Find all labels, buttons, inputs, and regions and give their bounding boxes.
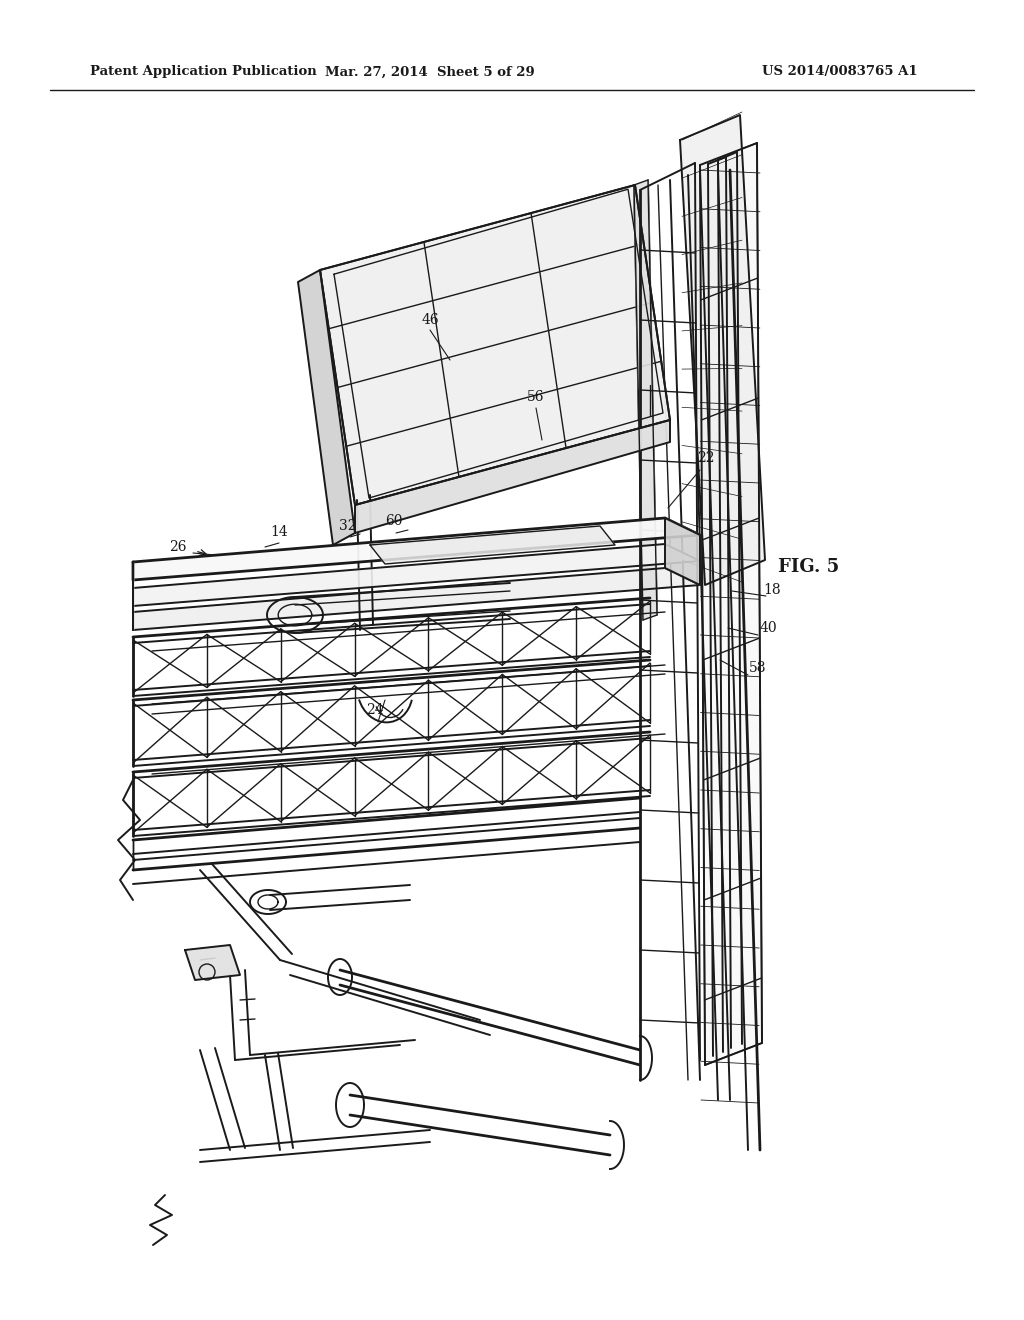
Polygon shape	[133, 568, 700, 630]
Polygon shape	[634, 180, 657, 620]
Polygon shape	[298, 271, 355, 545]
Text: 32: 32	[339, 519, 356, 533]
Polygon shape	[665, 517, 700, 585]
Polygon shape	[319, 185, 670, 506]
Text: 18: 18	[763, 583, 781, 597]
Text: 14: 14	[270, 525, 288, 539]
Polygon shape	[680, 115, 765, 585]
Polygon shape	[700, 143, 762, 1065]
Text: Patent Application Publication: Patent Application Publication	[90, 66, 316, 78]
Text: 56: 56	[527, 389, 545, 404]
Text: 24: 24	[367, 704, 384, 717]
Text: Mar. 27, 2014  Sheet 5 of 29: Mar. 27, 2014 Sheet 5 of 29	[326, 66, 535, 78]
Polygon shape	[133, 517, 700, 579]
Polygon shape	[185, 945, 240, 979]
Polygon shape	[133, 544, 700, 606]
Text: 58: 58	[750, 661, 767, 675]
Text: 60: 60	[385, 513, 402, 528]
Text: US 2014/0083765 A1: US 2014/0083765 A1	[762, 66, 918, 78]
Text: FIG. 5: FIG. 5	[778, 558, 840, 576]
Polygon shape	[355, 420, 670, 533]
Text: 26: 26	[169, 540, 186, 554]
Text: 22: 22	[697, 451, 715, 465]
Text: 46: 46	[421, 313, 439, 327]
Text: 40: 40	[759, 620, 777, 635]
Polygon shape	[370, 525, 615, 564]
